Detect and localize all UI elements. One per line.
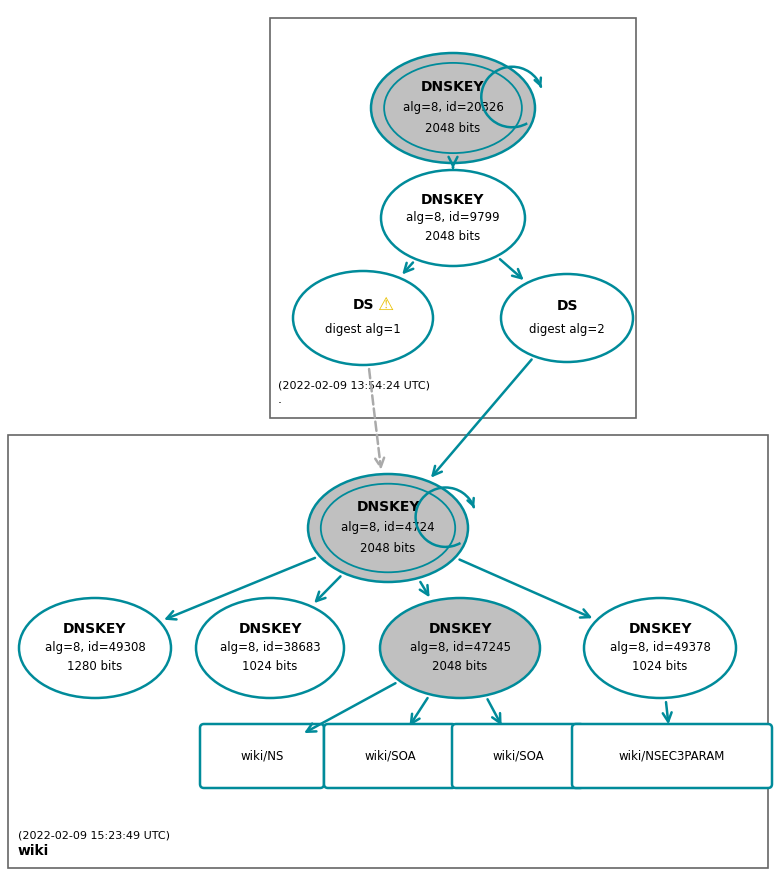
Text: (2022-02-09 13:54:24 UTC): (2022-02-09 13:54:24 UTC): [278, 380, 430, 390]
Ellipse shape: [293, 271, 433, 365]
Ellipse shape: [308, 474, 468, 582]
FancyBboxPatch shape: [572, 724, 772, 788]
Text: wiki: wiki: [18, 844, 49, 858]
Text: DS: DS: [352, 298, 374, 312]
Ellipse shape: [501, 274, 633, 362]
Bar: [270, 18, 636, 418]
Ellipse shape: [381, 170, 525, 266]
Text: wiki/NS: wiki/NS: [241, 750, 284, 763]
Text: 1024 bits: 1024 bits: [632, 660, 688, 673]
Text: digest alg=1: digest alg=1: [325, 323, 401, 336]
Text: DNSKEY: DNSKEY: [238, 622, 302, 636]
Text: DNSKEY: DNSKEY: [421, 81, 485, 94]
Text: DNSKEY: DNSKEY: [629, 622, 691, 636]
Text: alg=8, id=9799: alg=8, id=9799: [406, 212, 500, 225]
Bar: [8, 435, 768, 868]
Text: 1024 bits: 1024 bits: [242, 660, 298, 673]
FancyBboxPatch shape: [200, 724, 324, 788]
Text: 2048 bits: 2048 bits: [360, 542, 416, 555]
Text: alg=8, id=49308: alg=8, id=49308: [45, 642, 145, 655]
Text: DNSKEY: DNSKEY: [356, 501, 420, 514]
Text: 2048 bits: 2048 bits: [432, 660, 487, 673]
Text: 2048 bits: 2048 bits: [425, 122, 480, 135]
Text: alg=8, id=47245: alg=8, id=47245: [410, 642, 511, 655]
Text: DNSKEY: DNSKEY: [64, 622, 126, 636]
Text: ⚠: ⚠: [377, 296, 393, 314]
Text: DNSKEY: DNSKEY: [421, 193, 485, 207]
Ellipse shape: [196, 598, 344, 698]
Text: (2022-02-09 15:23:49 UTC): (2022-02-09 15:23:49 UTC): [18, 830, 170, 840]
Ellipse shape: [371, 53, 535, 163]
Ellipse shape: [19, 598, 171, 698]
Text: 2048 bits: 2048 bits: [425, 230, 480, 242]
FancyBboxPatch shape: [452, 724, 584, 788]
Text: .: .: [278, 393, 282, 406]
Text: wiki/NSEC3PARAM: wiki/NSEC3PARAM: [618, 750, 726, 763]
Text: wiki/SOA: wiki/SOA: [364, 750, 416, 763]
Ellipse shape: [380, 598, 540, 698]
FancyBboxPatch shape: [324, 724, 456, 788]
Text: alg=8, id=38683: alg=8, id=38683: [220, 642, 320, 655]
Text: DNSKEY: DNSKEY: [428, 622, 492, 636]
Ellipse shape: [584, 598, 736, 698]
Text: alg=8, id=49378: alg=8, id=49378: [610, 642, 711, 655]
Text: wiki/SOA: wiki/SOA: [492, 750, 544, 763]
Text: alg=8, id=4724: alg=8, id=4724: [341, 521, 435, 535]
Text: alg=8, id=20326: alg=8, id=20326: [403, 102, 504, 114]
Text: digest alg=2: digest alg=2: [529, 322, 605, 335]
Text: DS: DS: [556, 298, 578, 312]
Text: 1280 bits: 1280 bits: [68, 660, 123, 673]
